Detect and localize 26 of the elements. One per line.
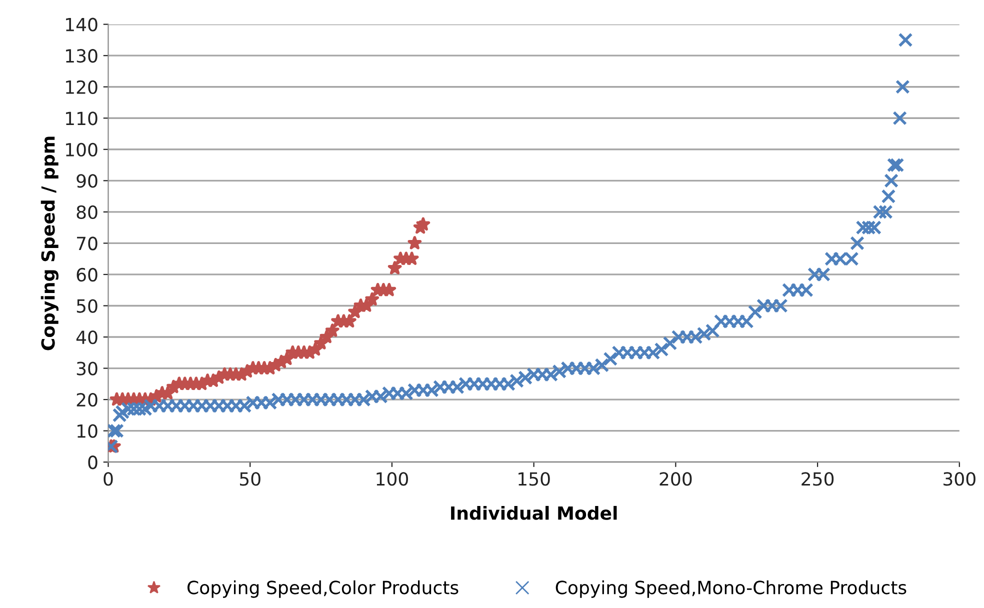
y-axis-title: Copying Speed / ppm — [40, 136, 58, 350]
legend-label: Copying Speed,Color Products — [188, 580, 458, 598]
x-tick-label: 150 — [518, 472, 550, 486]
y-tick-label: 140 — [66, 18, 98, 32]
y-tick-label: 60 — [76, 268, 98, 282]
y-tick-label: 100 — [66, 142, 98, 157]
y-tick-label: 50 — [76, 299, 98, 313]
legend-label: Copying Speed,Mono-Chrome Products — [556, 580, 906, 598]
y-tick-label: 130 — [66, 49, 98, 63]
x-tick-label: 0 — [104, 472, 113, 486]
y-tick-label: 10 — [78, 424, 98, 438]
x-tick-label: 300 — [944, 472, 976, 486]
y-tick-label: 20 — [76, 393, 98, 407]
x-tick-label: 200 — [660, 472, 692, 486]
y-tick-label: 80 — [76, 205, 98, 220]
y-tick-label: 30 — [76, 362, 98, 376]
x-tick-label: 50 — [240, 472, 260, 486]
y-tick-label: 110 — [66, 112, 98, 126]
x-axis-title: Individual Model — [451, 506, 617, 520]
y-tick-label: 90 — [76, 174, 98, 188]
y-tick-label: 120 — [66, 80, 98, 94]
y-tick-label: 0 — [88, 456, 98, 470]
x-tick-label: 250 — [802, 472, 834, 486]
y-tick-label: 70 — [77, 236, 98, 250]
y-tick-label: 40 — [76, 330, 98, 344]
x-tick-label: 100 — [376, 472, 408, 486]
